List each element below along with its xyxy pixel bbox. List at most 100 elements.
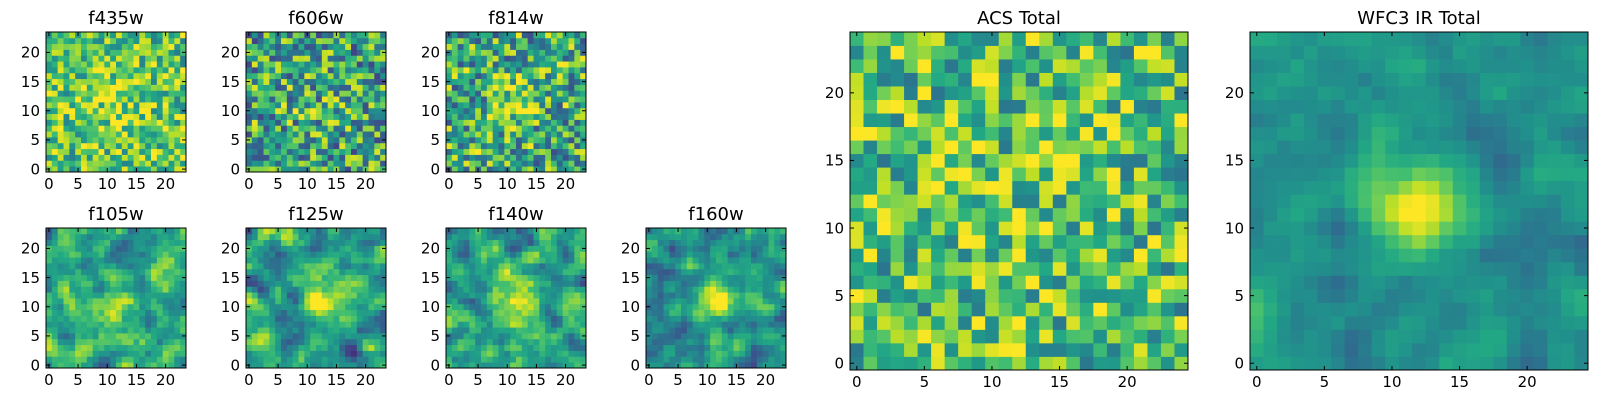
heatmap-cell (663, 315, 670, 322)
heatmap-cell (663, 245, 670, 252)
heatmap-cell (1025, 180, 1040, 195)
heatmap-cell (362, 315, 369, 322)
heatmap-cell (263, 119, 270, 126)
heatmap-cell (356, 137, 364, 144)
heatmap-cell (574, 148, 581, 155)
heatmap-cell (904, 140, 918, 155)
heatmap-cell (1120, 288, 1135, 303)
y-tick-label: 15 (21, 269, 40, 287)
heatmap-cell (168, 37, 175, 45)
heatmap-cell (251, 142, 259, 150)
heatmap-cell (527, 356, 534, 363)
heatmap-cell (863, 207, 878, 222)
heatmap-cell (446, 37, 453, 45)
heatmap-cell (321, 327, 329, 334)
heatmap-cell (469, 327, 476, 334)
heatmap-cell (486, 333, 494, 340)
heatmap-cell (351, 292, 358, 299)
heatmap-cell (551, 303, 558, 311)
heatmap-cell (446, 102, 453, 109)
heatmap-cell (510, 90, 517, 97)
heatmap-cell (562, 356, 569, 363)
heatmap-cell (1066, 261, 1081, 276)
heatmap-cell (374, 119, 381, 126)
heatmap-cell (257, 137, 264, 144)
heatmap-cell (1439, 329, 1454, 344)
heatmap-cell (63, 344, 70, 351)
heatmap-cell (374, 107, 381, 115)
heatmap-cell (1079, 288, 1094, 303)
heatmap-cell (985, 342, 1000, 357)
heatmap-cell (504, 113, 511, 120)
heatmap-cell (339, 228, 346, 235)
heatmap-cell (110, 251, 117, 258)
heatmap-cell (574, 338, 581, 346)
heatmap-cell (351, 239, 358, 246)
heatmap-cell (333, 274, 340, 281)
heatmap-cell (539, 321, 546, 328)
y-tick-label: 5 (834, 287, 844, 305)
heatmap-cell (257, 154, 264, 161)
heatmap-cell (890, 167, 905, 182)
heatmap-cell (63, 303, 70, 311)
heatmap-cell (863, 261, 878, 276)
heatmap-cell (362, 84, 369, 91)
heatmap-cell (263, 298, 270, 305)
heatmap-cell (446, 251, 453, 258)
heatmap-cell (663, 362, 670, 369)
heatmap-cell (762, 298, 769, 305)
heatmap-cell (151, 303, 158, 311)
heatmap-cell (1147, 329, 1162, 344)
heatmap-cell (944, 126, 959, 141)
heatmap-cell (492, 107, 499, 115)
heatmap-cell (380, 96, 387, 103)
heatmap-cell (998, 329, 1013, 344)
heatmap-cell (298, 61, 305, 68)
heatmap-cell (310, 55, 317, 62)
heatmap-cell (1398, 356, 1413, 371)
heatmap-cell (463, 125, 470, 132)
heatmap-cell (356, 61, 364, 68)
heatmap-cell (562, 78, 569, 85)
heatmap-cell (151, 298, 158, 305)
heatmap-cell (863, 275, 878, 290)
heatmap-cell (180, 338, 187, 346)
heatmap-cell (304, 338, 311, 346)
heatmap-cell (133, 350, 140, 357)
heatmap-cell (174, 233, 181, 241)
heatmap-cell (562, 125, 569, 132)
heatmap-cell (944, 275, 959, 290)
heatmap-cell (457, 333, 464, 340)
heatmap-cell (145, 286, 152, 293)
heatmap-cell (368, 125, 375, 132)
heatmap-cell (510, 142, 517, 150)
heatmap-cell (1147, 275, 1162, 290)
heatmap-cell (168, 131, 175, 138)
heatmap-cell (345, 239, 352, 246)
heatmap-cell (174, 350, 181, 357)
heatmap-cell (251, 67, 259, 74)
heatmap-cell (1039, 86, 1054, 100)
heatmap-cell (1079, 32, 1094, 46)
heatmap-cell (269, 327, 276, 334)
heatmap-cell (931, 72, 946, 87)
heatmap-cell (151, 55, 158, 62)
heatmap-cell (545, 166, 552, 173)
heatmap-cell (246, 131, 253, 138)
heatmap-cell (351, 131, 358, 138)
heatmap-cell (1106, 302, 1121, 317)
heatmap-cell (75, 37, 82, 45)
heatmap-cell (446, 286, 453, 293)
heatmap-cell (556, 327, 564, 334)
heatmap-cell (362, 303, 369, 311)
heatmap-cell (304, 280, 311, 287)
heatmap-cell (110, 55, 117, 62)
heatmap-cell (998, 72, 1013, 87)
heatmap-cell (356, 49, 364, 56)
heatmap-cell (1025, 207, 1040, 222)
heatmap-cell (521, 268, 529, 276)
heatmap-cell (568, 154, 575, 161)
heatmap-cell (356, 350, 364, 357)
heatmap-cell (527, 125, 534, 132)
heatmap-cell (657, 268, 664, 276)
